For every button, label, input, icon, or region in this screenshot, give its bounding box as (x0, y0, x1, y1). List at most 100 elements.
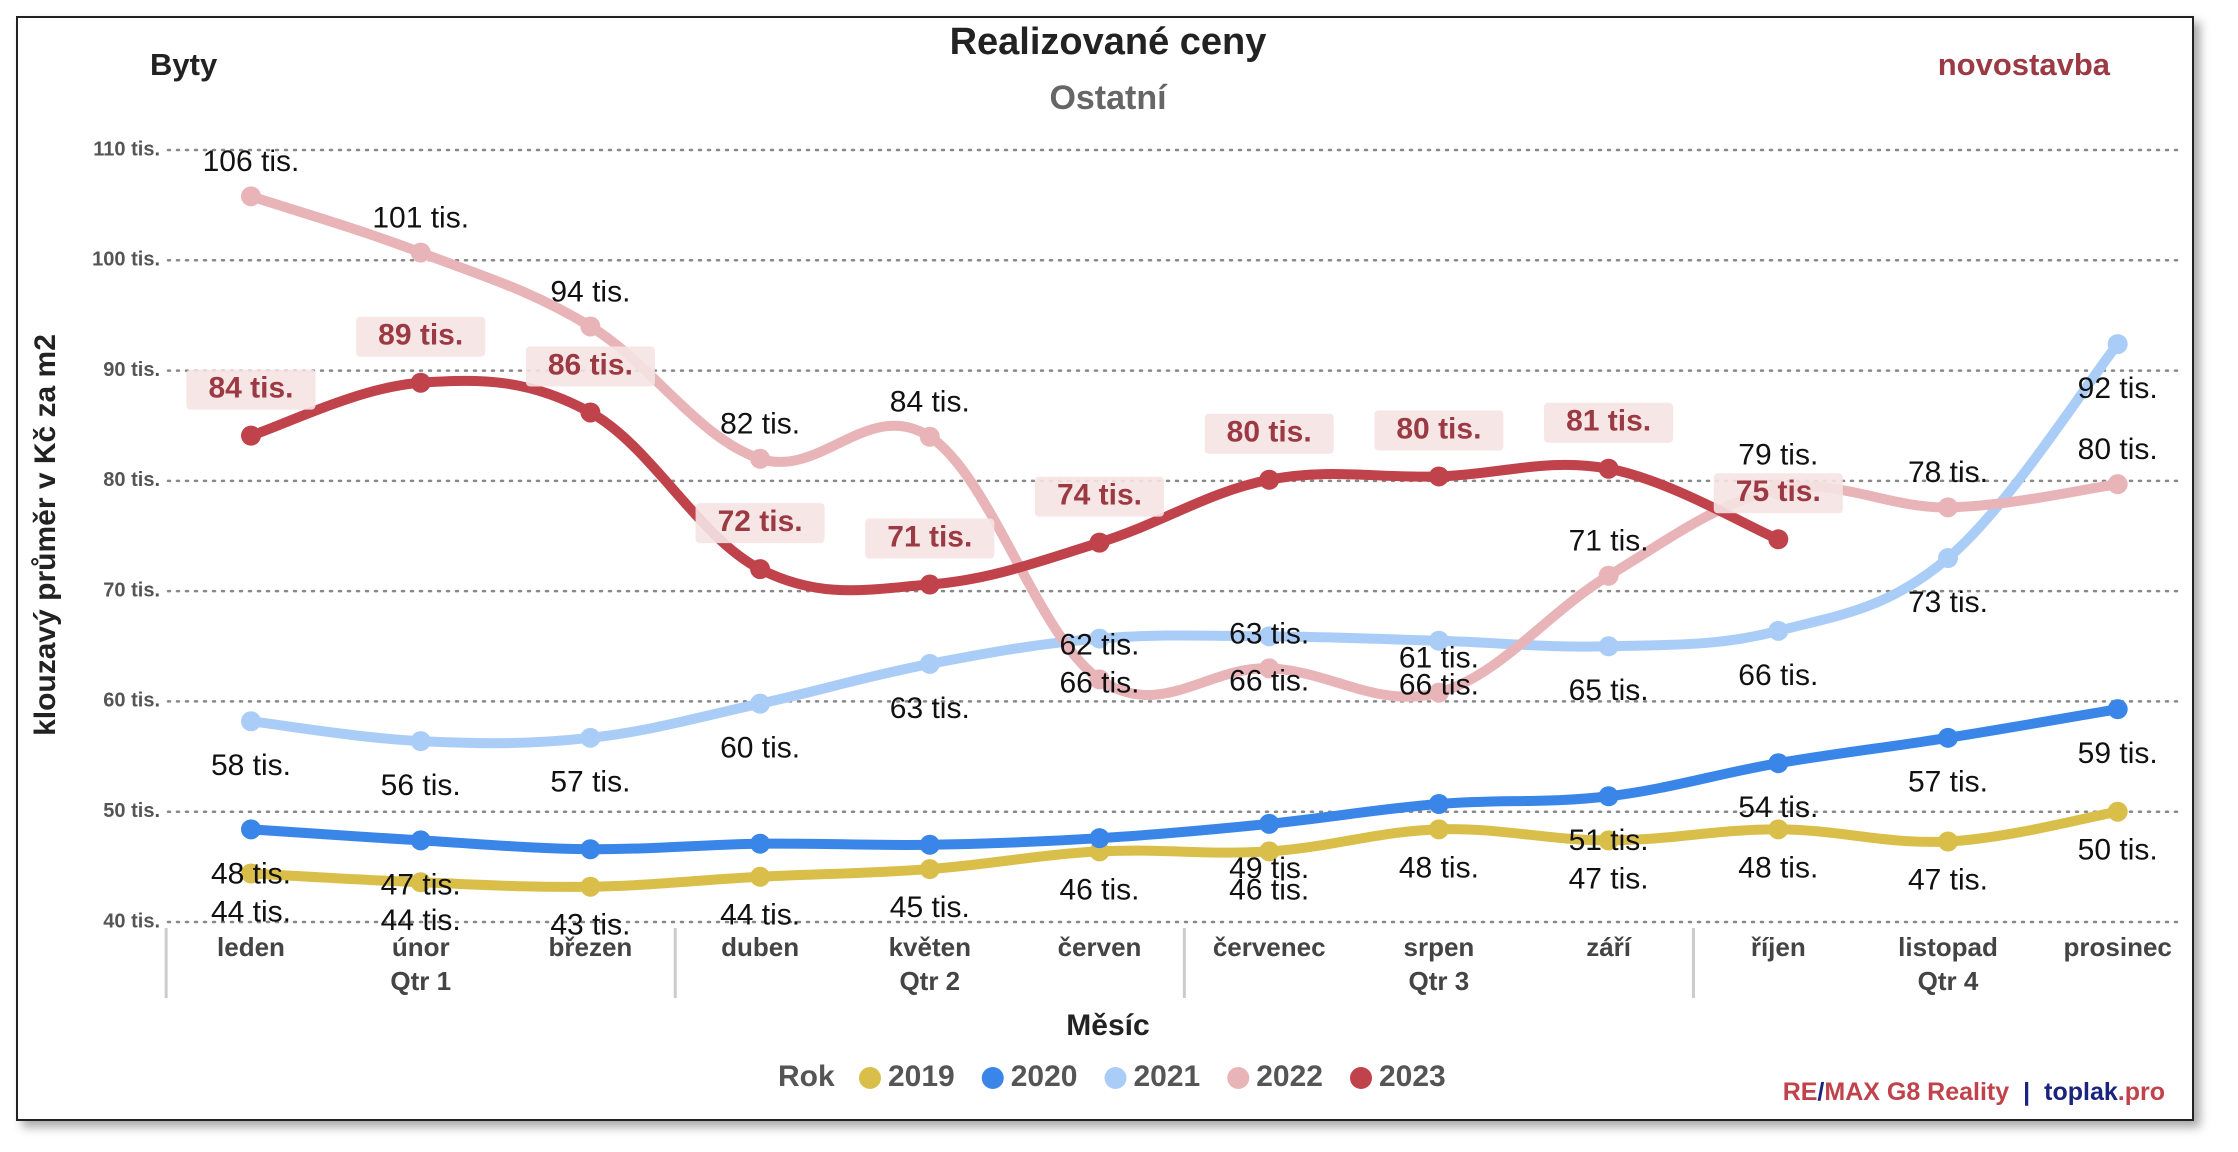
data-point (410, 242, 431, 263)
data-point (1089, 532, 1110, 553)
data-label: 48 tis. (211, 857, 291, 890)
legend-marker (1227, 1067, 1250, 1089)
chart-subtitle: Ostatní (1049, 79, 1168, 117)
data-point (1428, 630, 1449, 651)
y-tick-label: 110 tis. (93, 138, 160, 160)
data-label: 80 tis. (1396, 412, 1481, 445)
data-label: 45 tis. (890, 891, 970, 924)
y-tick-label: 40 tis. (103, 910, 160, 932)
data-point (1089, 628, 1110, 649)
data-point (241, 819, 261, 840)
data-label: 66 tis. (1738, 659, 1818, 692)
data-label: 72 tis. (718, 505, 803, 538)
data-label: 63 tis. (890, 692, 970, 725)
data-point (919, 859, 940, 880)
data-point (1428, 819, 1449, 840)
legend-title: Rok (778, 1060, 835, 1093)
data-label: 80 tis. (1227, 416, 1312, 449)
data-label: 94 tis. (550, 275, 630, 308)
data-point (1259, 469, 1280, 490)
data-point (580, 839, 601, 860)
data-label: 49 tis. (1229, 852, 1309, 885)
data-point (1259, 626, 1280, 647)
x-tick-label: červenec (1213, 932, 1326, 962)
data-point (919, 574, 940, 595)
x-tick-label: září (1586, 932, 1632, 962)
data-label: 80 tis. (2078, 433, 2158, 466)
data-label: 81 tis. (1566, 405, 1651, 438)
data-label: 71 tis. (1569, 525, 1649, 558)
data-point (580, 876, 601, 897)
data-label: 63 tis. (1229, 617, 1309, 650)
data-point (750, 693, 771, 714)
data-label: 92 tis. (2078, 372, 2158, 405)
data-point (241, 425, 261, 446)
data-label: 78 tis. (1908, 456, 1988, 489)
data-point (241, 711, 261, 732)
data-point (2107, 474, 2128, 495)
data-label: 106 tis. (203, 145, 300, 178)
data-label: 44 tis. (381, 904, 461, 937)
data-point (1428, 682, 1449, 703)
data-point (1938, 727, 1958, 748)
group-label: Qtr 2 (899, 966, 960, 996)
footer-part: .pro (2118, 1078, 2165, 1106)
data-point (1768, 819, 1789, 840)
data-point (1938, 548, 1958, 569)
footer-part: toplak (2044, 1078, 2118, 1106)
y-tick-label: 80 tis. (103, 469, 160, 491)
data-point (2107, 801, 2128, 822)
data-point (410, 872, 431, 893)
data-label: 101 tis. (372, 201, 469, 234)
chart-title: Realizované ceny (950, 21, 1267, 63)
data-label: 71 tis. (887, 520, 972, 553)
data-label-box (865, 518, 995, 559)
data-label-box (1544, 402, 1674, 443)
y-tick-label: 90 tis. (103, 359, 160, 381)
data-point (1598, 565, 1619, 586)
data-point (1938, 831, 1958, 852)
data-point (1428, 793, 1449, 814)
legend-label: 2019 (888, 1060, 955, 1093)
data-point (1428, 466, 1449, 487)
data-point (580, 727, 601, 748)
data-point (1598, 458, 1619, 479)
data-label: 58 tis. (211, 749, 291, 782)
data-point (410, 731, 431, 752)
series-line (246, 806, 2123, 892)
data-label: 43 tis. (550, 909, 630, 942)
data-point (1089, 828, 1110, 849)
x-tick-label: květen (889, 932, 971, 962)
data-point (1598, 830, 1619, 851)
data-point (1259, 658, 1280, 679)
legend-marker (1350, 1067, 1372, 1089)
data-label: 47 tis. (1908, 863, 1988, 896)
data-label: 57 tis. (550, 766, 630, 799)
data-point (1768, 753, 1789, 774)
data-point (1938, 497, 1958, 518)
data-label: 89 tis. (378, 319, 463, 352)
data-label: 66 tis. (1229, 664, 1309, 697)
y-axis-title: klouzavý průměr v Kč za m2 (29, 334, 62, 736)
x-tick-label: duben (721, 932, 799, 962)
data-label: 56 tis. (381, 769, 461, 802)
data-label: 84 tis. (890, 386, 970, 419)
data-label: 57 tis. (1908, 766, 1988, 799)
data-label-box (1034, 476, 1165, 517)
data-point (410, 830, 431, 851)
data-point (1259, 841, 1280, 862)
footer-part: / (1817, 1078, 1824, 1106)
data-label: 79 tis. (1738, 439, 1818, 472)
data-label: 44 tis. (720, 899, 800, 932)
data-point (750, 559, 771, 580)
data-label-box (525, 346, 655, 387)
data-point (2107, 699, 2128, 720)
frame (16, 16, 2194, 1121)
series-line (246, 339, 2123, 749)
series-line (246, 375, 1784, 596)
data-label-box (1713, 473, 1843, 514)
x-tick-label: prosinec (2064, 932, 2172, 962)
legend-label: 2020 (1011, 1060, 1078, 1093)
y-tick-label: 70 tis. (103, 579, 160, 601)
data-label: 74 tis. (1057, 479, 1142, 512)
